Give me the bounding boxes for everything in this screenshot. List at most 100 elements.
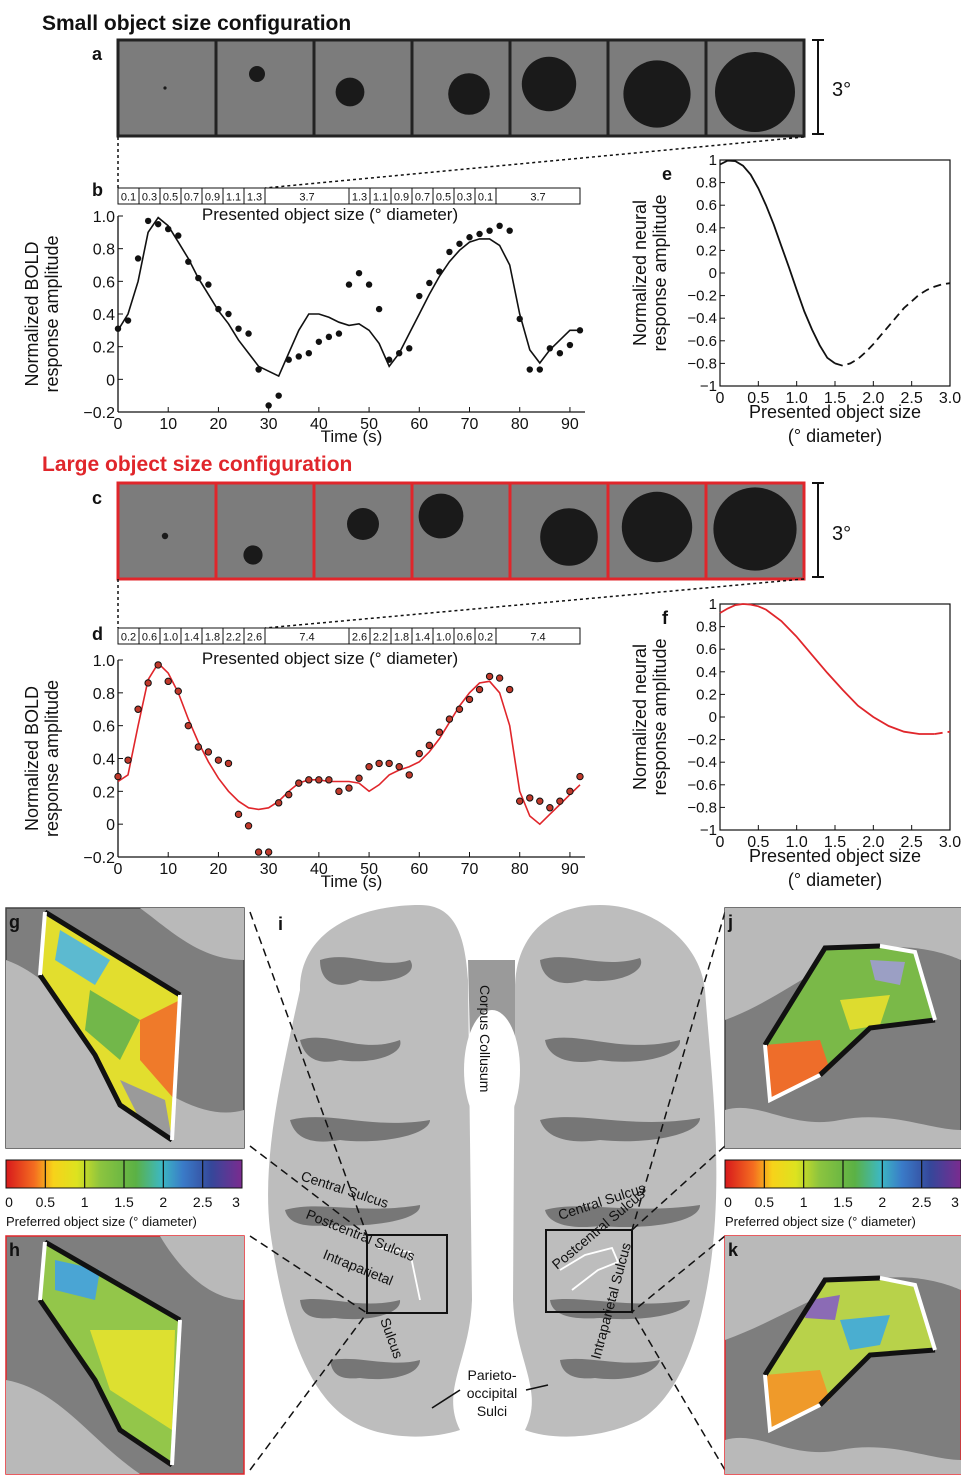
timeline-cell-label: 2.6 [247, 632, 262, 644]
y-tick-label: 0.6 [93, 719, 115, 736]
data-point [154, 220, 162, 228]
y-tick-label: −0.6 [687, 777, 717, 794]
y-tick-label: 1 [709, 152, 717, 169]
timeline-cell-label: 1.4 [184, 632, 199, 644]
panel-label-e: e [662, 164, 672, 184]
data-point [215, 305, 222, 313]
y-tick-label: 0.8 [696, 619, 717, 636]
connector-lines [249, 911, 726, 1471]
data-point [395, 763, 403, 771]
data-point [465, 695, 474, 704]
timeline-cell-label: 1.8 [394, 632, 409, 644]
stimulus-strip-small [116, 38, 806, 138]
data-point [295, 353, 302, 360]
y-tick-label: 1 [709, 596, 717, 613]
sulci-pattern [285, 957, 700, 1380]
colorbar-caption-right: Preferred object size (° diameter) [725, 1214, 916, 1229]
colorbar-tick-label: 0.5 [36, 1194, 56, 1210]
stimulus-dot [243, 545, 263, 565]
panel-label-a: a [92, 44, 103, 64]
timeline-caption-large: Presented object size (° diameter) [202, 649, 458, 668]
small-config-title: Small object size configuration [42, 12, 351, 35]
data-point [204, 748, 213, 756]
y-tick-label: 0.2 [93, 340, 115, 357]
stimulus-frame [214, 38, 316, 138]
data-point [526, 366, 533, 373]
y-tick-label: 0.2 [696, 242, 717, 259]
data-point [305, 350, 313, 357]
plot-frame [719, 159, 951, 387]
timeline-cell-label: 7.4 [530, 632, 545, 644]
y-tick-label: 0.6 [93, 274, 115, 291]
roi-box-left [366, 1234, 448, 1314]
degree-bracket-large: 3° [812, 482, 851, 578]
data-point [536, 366, 544, 373]
timeline-cell-label: 1.3 [352, 192, 367, 204]
timeline-cell-label: 2.2 [226, 632, 241, 644]
x-axis-label-1: Presented object size [749, 846, 921, 866]
stimulus-dot [161, 532, 169, 540]
data-point [244, 822, 253, 830]
data-point [274, 799, 283, 807]
y-axis-label-2: response amplitude [650, 194, 670, 351]
data-point [144, 217, 152, 225]
timeline-cell [495, 187, 581, 205]
y-tick-label: 0.2 [93, 784, 115, 801]
x-tick-label: 0 [114, 416, 123, 433]
x-tick-label: 10 [159, 861, 177, 878]
panel-label-j: j [727, 912, 733, 932]
timeline-cell-label: 1.1 [226, 192, 241, 204]
data-point [536, 797, 544, 805]
data-point [556, 350, 564, 357]
timeline-cell-label: 0.7 [184, 192, 199, 204]
stimulus-dot [163, 86, 167, 90]
x-tick-label: 0 [716, 834, 725, 851]
x-tick-label: 40 [310, 861, 328, 878]
bold-chart-large: 0 10 20 30 40 50 60 70 80 901.00.80.60.40.20−0.2T… [22, 653, 585, 891]
panel-label-i: i [278, 914, 283, 934]
data-point [355, 774, 363, 782]
model-fit-line [117, 662, 581, 826]
corpus-label: Corpus Collusum [477, 985, 493, 1092]
colorbar-tick-label: 0 [5, 1194, 13, 1210]
plot-frame [719, 603, 951, 831]
colorbar-tick-label: 2.5 [193, 1194, 213, 1210]
timeline-cell-label: 0.9 [205, 192, 220, 204]
colorbar-tick-label: 3 [951, 1194, 959, 1210]
data-point [205, 281, 212, 288]
x-tick-label: 3.0 [939, 834, 961, 851]
timeline-cell-label: 0.1 [478, 192, 493, 204]
data-point [124, 756, 132, 764]
large-config-title: Large object size configuration [42, 453, 352, 476]
data-point [505, 685, 514, 694]
y-tick-label: 0.8 [696, 175, 717, 192]
colorbar-tick-label: 1 [800, 1194, 808, 1210]
data-point [214, 756, 223, 764]
degree-bracket-small: 3° [812, 39, 851, 135]
y-axis-label-1: Normalized BOLD [22, 241, 42, 386]
x-tick-label: 40 [310, 416, 328, 433]
data-point [576, 327, 584, 334]
data-point [516, 797, 524, 805]
timeline-cell-label: 0.9 [394, 192, 409, 204]
x-tick-label: 80 [511, 416, 529, 433]
y-axis-label-2: response amplitude [42, 235, 62, 392]
data-point [486, 227, 493, 234]
right-hemisphere [513, 905, 717, 1437]
data-point [195, 274, 202, 282]
data-point [546, 345, 554, 352]
colorbar-caption-left: Preferred object size (° diameter) [6, 1214, 197, 1229]
left-hemisphere [268, 905, 472, 1437]
timeline-cell-label: 1.3 [247, 192, 262, 204]
x-axis-label: Time (s) [321, 872, 383, 891]
y-tick-label: 0.8 [93, 242, 115, 259]
y-tick-label: 0 [709, 265, 717, 282]
data-point [225, 310, 232, 318]
panel-label-g: g [9, 912, 20, 932]
data-point [134, 705, 142, 713]
data-point [396, 350, 403, 357]
x-tick-label: 20 [210, 861, 228, 878]
x-tick-label: 2.0 [862, 834, 884, 851]
data-point [254, 848, 263, 856]
x-axis-label-1: Presented object size [749, 402, 921, 422]
